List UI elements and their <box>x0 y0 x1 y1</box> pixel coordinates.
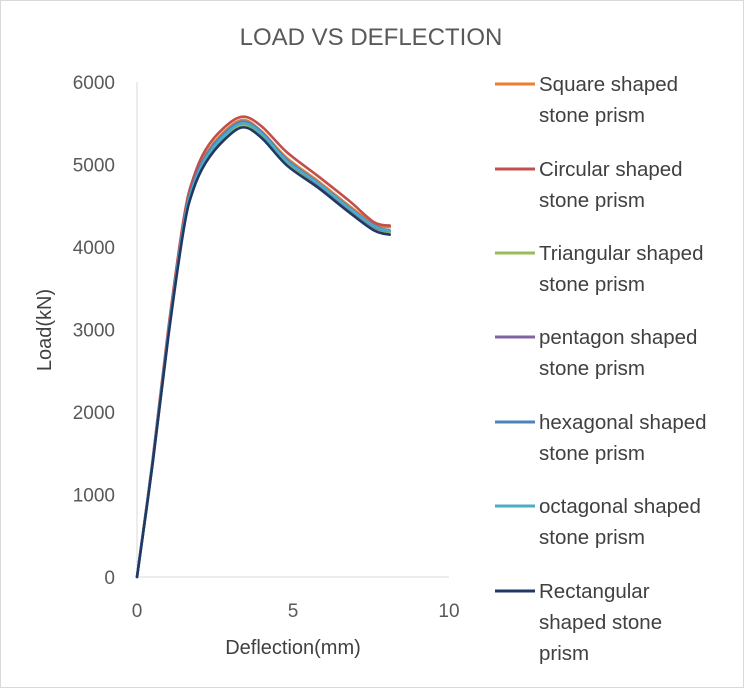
x-tick-label: 5 <box>288 601 299 622</box>
x-axis-ticks: 0 5 10 <box>132 601 460 622</box>
series-line-circular-shaped-stone-prism <box>135 115 392 579</box>
legend-label-circular-shaped-stone-prism: stone prism <box>539 189 645 212</box>
y-tick-label: 5000 <box>73 156 115 177</box>
y-tick-label: 0 <box>104 568 115 589</box>
y-axis-ticks: 0 1000 2000 3000 4000 5000 6000 <box>73 73 115 589</box>
legend-label-hexagonal-shaped-stone-prism: hexagonal shaped <box>539 411 707 434</box>
series-line-square-shaped-stone-prism <box>135 118 392 579</box>
series-line-pentagon-shaped-stone-prism <box>135 121 392 579</box>
legend-label-rectangular-shaped-stone-prism: Rectangular <box>539 580 650 603</box>
series-line-octagonal-shaped-stone-prism <box>135 121 392 579</box>
legend-label-pentagon-shaped-stone-prism: stone prism <box>539 357 645 380</box>
legend-label-rectangular-shaped-stone-prism: prism <box>539 642 589 665</box>
legend-label-triangular-shaped-stone-prism: stone prism <box>539 273 645 296</box>
x-axis-title: Deflection(mm) <box>225 637 361 659</box>
legend: Square shaped stone prism Circular shaped s… <box>495 73 707 665</box>
y-tick-label: 1000 <box>73 486 115 507</box>
legend-label-circular-shaped-stone-prism: Circular shaped <box>539 158 683 181</box>
series-line-hexagonal-shaped-stone-prism <box>135 120 392 579</box>
chart-title: LOAD VS DEFLECTION <box>240 24 503 51</box>
series-group <box>135 115 392 579</box>
legend-label-square-shaped-stone-prism: stone prism <box>539 104 645 127</box>
legend-label-square-shaped-stone-prism: Square shaped <box>539 73 678 96</box>
x-tick-label: 10 <box>438 601 459 622</box>
y-tick-label: 2000 <box>73 403 115 424</box>
series-line-triangular-shaped-stone-prism <box>135 123 392 579</box>
y-tick-label: 3000 <box>73 321 115 342</box>
legend-label-triangular-shaped-stone-prism: Triangular shaped <box>539 242 703 265</box>
y-tick-label: 6000 <box>73 73 115 94</box>
legend-label-rectangular-shaped-stone-prism: shaped stone <box>539 611 662 634</box>
legend-label-octagonal-shaped-stone-prism: stone prism <box>539 526 645 549</box>
y-axis-title: Load(kN) <box>34 289 56 371</box>
y-tick-label: 4000 <box>73 238 115 259</box>
legend-label-octagonal-shaped-stone-prism: octagonal shaped <box>539 495 701 518</box>
legend-label-hexagonal-shaped-stone-prism: stone prism <box>539 442 645 465</box>
series-line-rectangular-shaped-stone-prism <box>135 126 392 579</box>
x-tick-label: 0 <box>132 601 143 622</box>
legend-label-pentagon-shaped-stone-prism: pentagon shaped <box>539 326 697 349</box>
